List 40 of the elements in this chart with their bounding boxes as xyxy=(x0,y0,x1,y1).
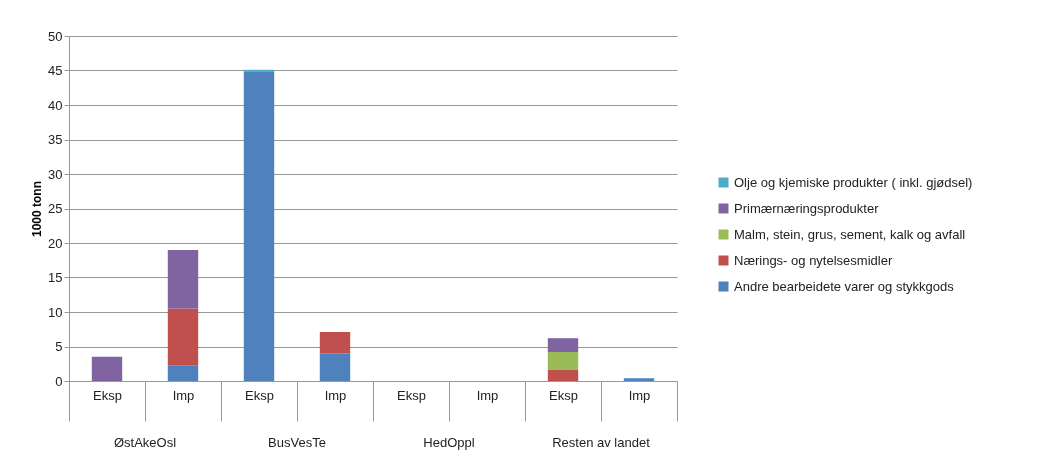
legend-label: Andre bearbeidete varer og stykkgods xyxy=(734,278,955,294)
bar xyxy=(243,71,275,381)
y-tick-label: 5 xyxy=(55,339,63,354)
y-tick-label: 45 xyxy=(48,63,63,78)
legend-label: Malm, stein, grus, sement, kalk og avfall xyxy=(734,226,966,242)
x-tick-label: Eksp xyxy=(93,387,122,403)
text: Resten av landet xyxy=(552,435,651,450)
y-tick-label: 20 xyxy=(48,235,63,251)
legend-label: Primærnæringsprodukter xyxy=(734,200,880,216)
y-axis-title: 1000 tonn xyxy=(30,180,45,238)
bar xyxy=(319,353,351,381)
bar xyxy=(91,356,123,381)
y-tick-label: 40 xyxy=(48,97,63,113)
x-tick-label: Imp xyxy=(628,387,651,403)
bar xyxy=(547,338,579,353)
x-tick-label: Imp xyxy=(476,387,499,403)
bar xyxy=(623,378,655,381)
bar xyxy=(547,369,579,381)
x-tick-label: Eksp xyxy=(549,387,578,403)
text: BusVesTe xyxy=(268,435,326,450)
y-tick-label: 10 xyxy=(48,304,63,320)
legend-label: Olje og kjemiske produkter ( inkl. gjødsel) xyxy=(734,174,973,190)
y-tick-label: 25 xyxy=(48,201,63,216)
bar xyxy=(547,352,579,370)
bar xyxy=(167,308,199,366)
x-tick-label: Eksp xyxy=(397,387,426,403)
legend-label: Nærings- og nytelsesmidler xyxy=(734,252,893,268)
bar xyxy=(167,365,199,381)
text: ØstAkeOsl xyxy=(113,435,177,450)
bar xyxy=(167,249,199,309)
x-tick-label: Eksp xyxy=(245,387,274,403)
x-tick-label: Imp xyxy=(172,387,195,403)
x-tick-label: Imp xyxy=(324,387,347,403)
y-tick-label: 0 xyxy=(55,373,63,389)
bar xyxy=(319,332,351,354)
text: HedOppl xyxy=(423,435,475,450)
y-tick-label: 15 xyxy=(48,270,63,285)
y-tick-label: 50 xyxy=(48,28,63,44)
y-tick-label: 35 xyxy=(48,132,63,147)
y-tick-label: 30 xyxy=(48,166,63,182)
